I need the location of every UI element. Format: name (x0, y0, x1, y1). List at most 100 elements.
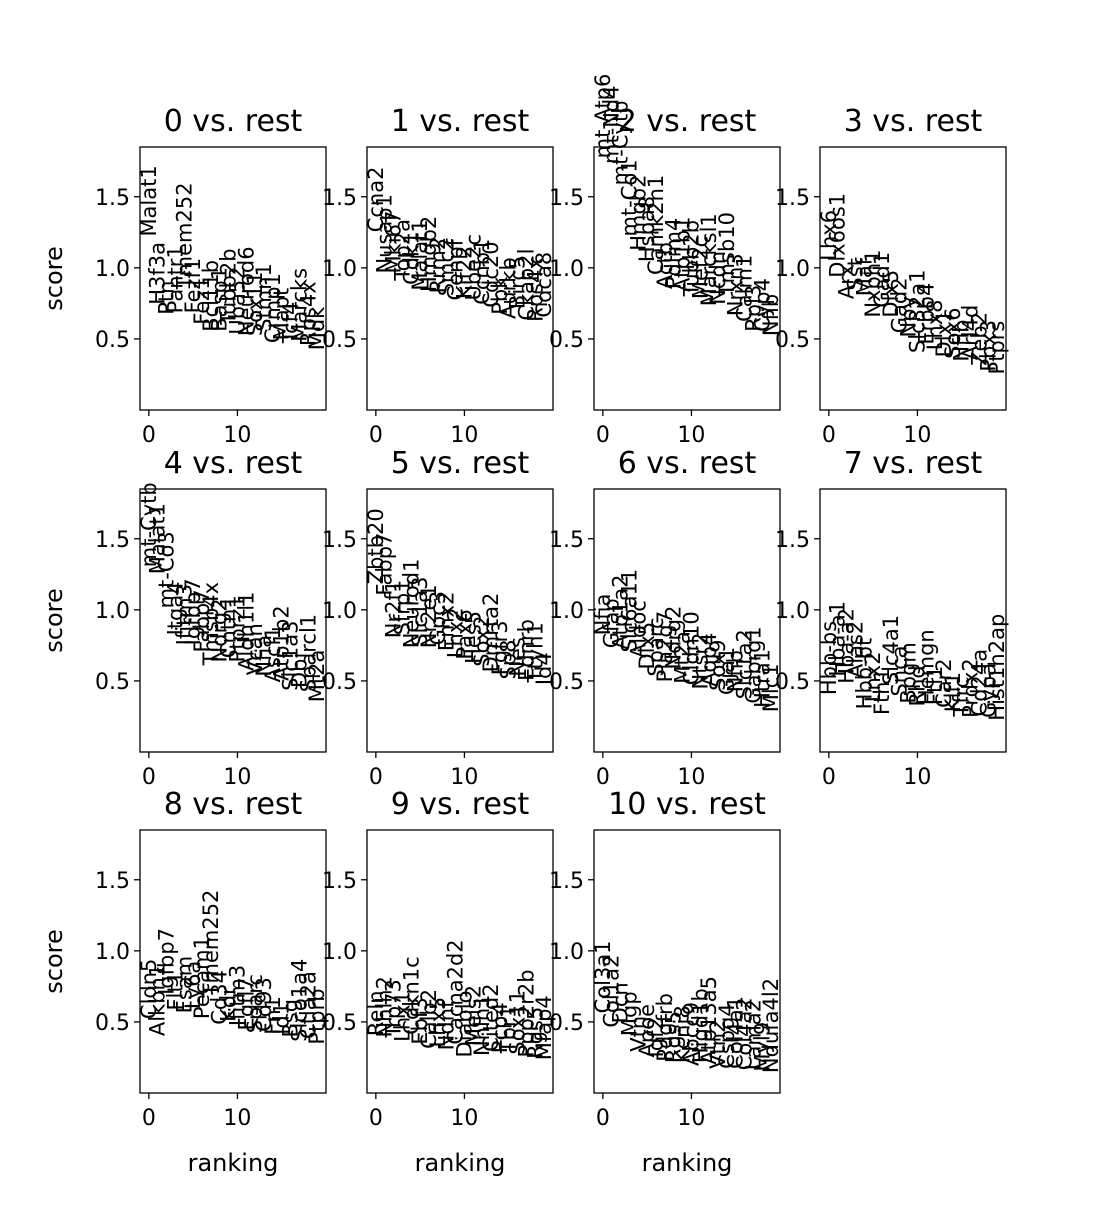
gene-label: Rps4x (296, 281, 320, 346)
x-tick-label: 10 (677, 423, 705, 448)
gene-label: Tmsb4x (199, 582, 223, 666)
y-tick-label: 1.0 (549, 257, 584, 282)
gene-label: Crmp1 (261, 273, 285, 343)
x-tick-label: 10 (677, 1106, 705, 1131)
gene-label: Mlc1 (759, 663, 783, 712)
y-tick-label: 1.0 (549, 940, 584, 965)
gene-label: Arl4d (959, 305, 983, 361)
x-tick-label: 10 (677, 765, 705, 790)
gene-label: Flt1 (163, 971, 187, 1011)
gene-label: Slc6a11 (617, 569, 641, 653)
gene-label: Mki67 (382, 211, 406, 274)
panel-title: 5 vs. rest (391, 446, 530, 481)
gene-label: Fez1 (190, 276, 214, 324)
x-tick-label: 10 (223, 765, 251, 790)
gene-label: Prdx2 (959, 658, 983, 718)
y-tick-label: 1.5 (95, 528, 130, 553)
gene-label: Mgp (617, 991, 641, 1036)
gene-label: mt-Co3 (155, 531, 179, 608)
gene-label: Lama2 (741, 999, 765, 1070)
gene-label: mt-Nd4 (600, 85, 624, 164)
gene-label: Tfrc (950, 677, 974, 718)
gene-label: Cenpf (444, 238, 468, 300)
gene-label: Ptprz1 (225, 595, 249, 662)
x-tick-label: 10 (450, 1106, 478, 1131)
gene-label: Col1a2 (600, 955, 624, 1028)
gene-label: Ptn (155, 281, 179, 315)
gene-label: Basp1 (208, 267, 232, 332)
gene-label: Birc5 (506, 256, 530, 309)
gene-label: Car2 (932, 658, 956, 708)
gene-label: Pbx3 (976, 320, 1000, 372)
gene-label: Gpc3 (426, 591, 450, 646)
y-tick-label: 0.5 (322, 1011, 357, 1036)
y-axis-label: score (40, 929, 68, 994)
gene-label: Apoe (635, 1004, 659, 1057)
gene-label: Atp1b2 (270, 605, 294, 681)
gene-label: mt-Atp6 (591, 74, 615, 159)
gene-label: Neurod1 (399, 559, 423, 649)
gene-label: Col3a1 (591, 940, 615, 1013)
gene-label: Sox9 (706, 640, 730, 691)
panel-title: 0 vs. rest (164, 104, 303, 139)
panel-10: 10 vs. rest 0.5 1.0 1.5 0 10 Col3a1Col1a2DcnMg… (549, 787, 783, 1131)
gene-label: Emx2 (435, 592, 459, 652)
gene-label: Lnx2 (861, 651, 885, 702)
gene-label: Ckap2l (514, 249, 538, 321)
x-tick-label: 10 (223, 1106, 251, 1131)
y-tick-label: 1.0 (775, 257, 810, 282)
gene-label: Gja1 (715, 647, 739, 695)
gene-label: Aldoc (626, 600, 650, 658)
gene-label: Pla2g7 (653, 611, 677, 682)
gene-label: Nfib (724, 650, 748, 692)
gene-label: Ube2c (461, 234, 485, 301)
gene-label: Nxph1 (861, 249, 885, 317)
gene-label: Klf1 (941, 672, 965, 712)
gene-label: Cntn1 (217, 595, 241, 658)
gene-label: Tubb2b (679, 220, 703, 297)
gene-label: Sox6 (941, 307, 965, 358)
gene-label: mt-Cytb (609, 100, 633, 185)
x-tick-label: 0 (822, 765, 836, 790)
panel-title: 10 vs. rest (608, 787, 766, 822)
panel-6: 6 vs. rest 0.5 1.0 1.5 0 10 NfiaGfapAtp1a2Slc6… (549, 446, 783, 790)
gene-label: Lhx6 (817, 210, 841, 261)
panel-0: 0 vs. rest 0.5 1.0 1.5 0 10 Malat1 H3f3aPtnPant… (40, 104, 329, 448)
gene-label: Htra1 (750, 649, 774, 708)
gene-label: Bpgm (897, 642, 921, 704)
y-tick-label: 1.5 (549, 528, 584, 553)
gene-label: Nfia (252, 635, 276, 677)
gene-label: Meis2 (461, 985, 485, 1046)
gene-label: Vcan (243, 623, 267, 675)
panel-title: 4 vs. rest (164, 446, 303, 481)
gene-label: Slc1a3 (408, 576, 432, 646)
panel-title: 9 vs. rest (391, 787, 530, 822)
gene-label: H3f3a (146, 242, 170, 305)
y-tick-label: 0.5 (549, 1011, 584, 1036)
gene-label: Pbk (488, 276, 512, 315)
gene-label: Calm1 (733, 255, 757, 322)
gene-label: Fgfr3 (488, 620, 512, 675)
y-tick-label: 0.5 (95, 1011, 130, 1036)
gene-label: Ttyh1 (523, 622, 547, 683)
gene-label: Id4 (532, 652, 556, 685)
y-tick-label: 1.0 (95, 940, 130, 965)
gene-label: Egfl7 (234, 977, 258, 1030)
gene-label: Tubb2b (217, 248, 241, 325)
gene-label: Neurod6 (234, 246, 258, 336)
gene-label: Rhd (905, 665, 929, 706)
gene-label: Dcn (609, 982, 633, 1023)
gene-label: Hbb-bs (817, 621, 841, 695)
gene-label: Fn1 (261, 996, 285, 1035)
y-tick-label: 1.5 (95, 869, 130, 894)
gene-label: Myl9 (750, 1022, 774, 1072)
gene-label: Rpl3 (741, 285, 765, 332)
gene-label: Pdgfrb (653, 993, 677, 1062)
gene-label: mt-Cytb (137, 482, 161, 567)
gene-label: Dbi (287, 653, 311, 688)
gene-label: Ndrg2 (208, 598, 232, 662)
gene-label: Nes (506, 637, 530, 677)
gene-label: Bcl11b (199, 260, 223, 332)
gene-label: Top2a (390, 219, 414, 282)
gene-label: Vtn2 (706, 1020, 730, 1069)
